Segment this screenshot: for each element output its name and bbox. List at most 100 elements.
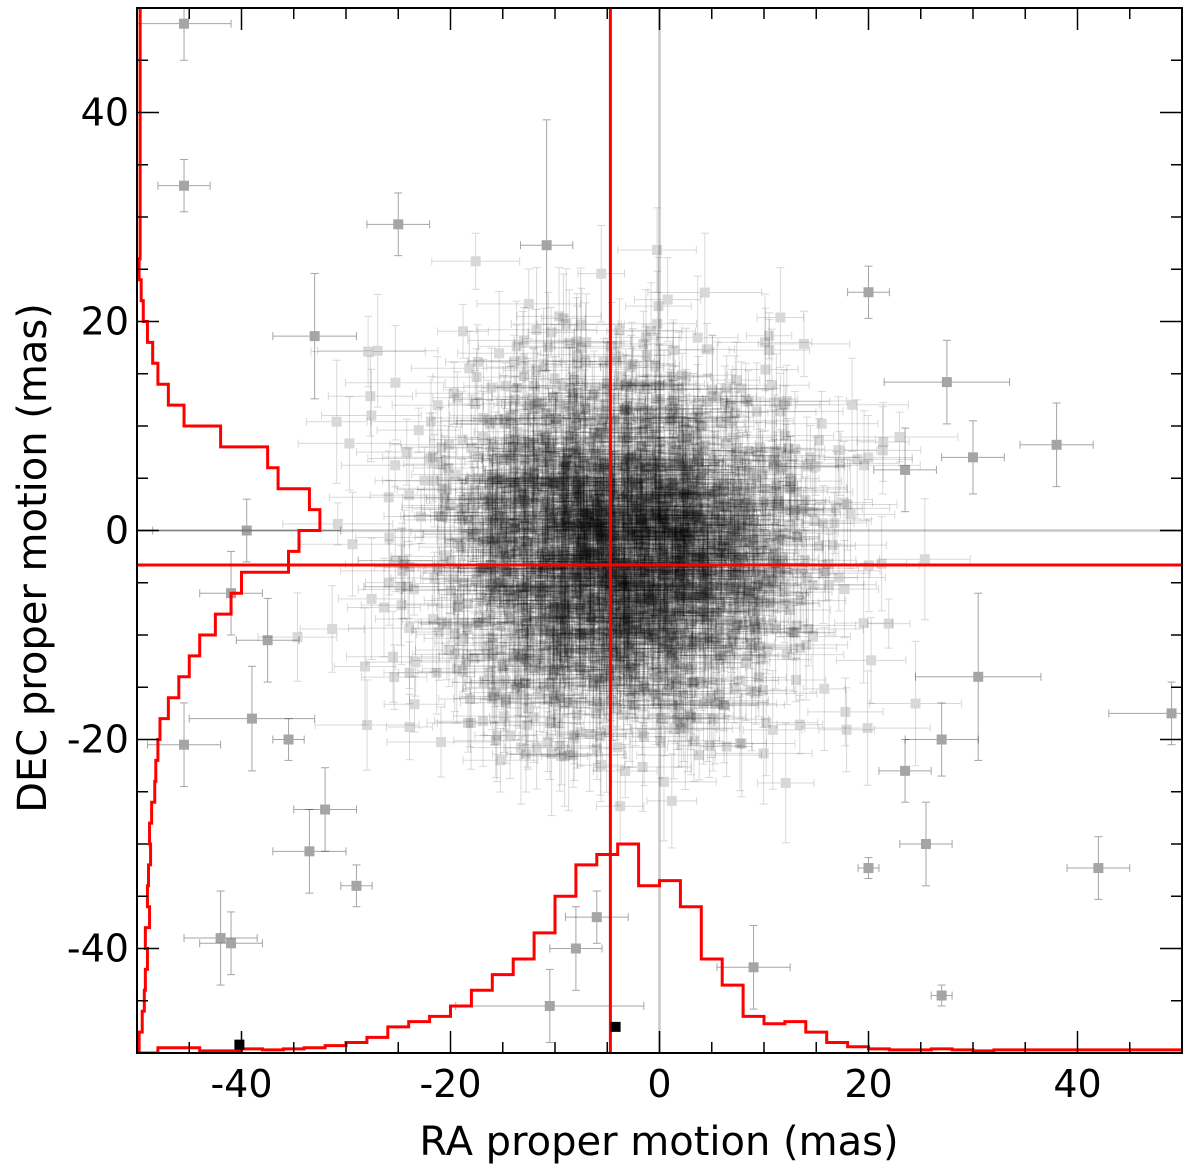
data-point bbox=[631, 384, 725, 433]
data-point bbox=[713, 467, 766, 555]
data-point bbox=[571, 510, 637, 573]
data-point bbox=[491, 363, 616, 431]
data-point bbox=[576, 618, 679, 726]
data-point bbox=[702, 481, 781, 568]
x-tick-label: 0 bbox=[647, 1062, 671, 1106]
data-point bbox=[664, 475, 713, 556]
data-point bbox=[866, 598, 911, 649]
data-point bbox=[450, 481, 572, 595]
data-point bbox=[713, 528, 812, 624]
data-point bbox=[627, 508, 688, 586]
data-point bbox=[431, 232, 521, 290]
data-point bbox=[577, 224, 626, 323]
data-point bbox=[297, 396, 402, 491]
data-point bbox=[665, 594, 727, 697]
data-point bbox=[507, 614, 601, 729]
data-point bbox=[437, 303, 489, 359]
data-point bbox=[689, 374, 775, 501]
data-point bbox=[365, 539, 413, 626]
data-point bbox=[716, 464, 761, 534]
data-point bbox=[569, 480, 675, 540]
data-point bbox=[687, 462, 807, 538]
data-point bbox=[534, 536, 582, 657]
data-point bbox=[557, 520, 676, 604]
x-tick-label: 40 bbox=[1053, 1062, 1101, 1106]
data-point bbox=[472, 600, 594, 685]
data-point bbox=[660, 327, 712, 426]
data-point bbox=[665, 453, 752, 534]
data-point bbox=[592, 743, 658, 799]
black-marker bbox=[610, 1021, 621, 1032]
data-point bbox=[612, 447, 726, 550]
data-point bbox=[553, 631, 613, 708]
data-point bbox=[646, 753, 698, 849]
data-point bbox=[527, 633, 644, 716]
data-point bbox=[507, 588, 586, 648]
data-point bbox=[631, 454, 745, 505]
data-point bbox=[725, 617, 776, 670]
data-point bbox=[685, 427, 762, 533]
data-point bbox=[749, 528, 800, 579]
data-point bbox=[658, 493, 717, 585]
data-point bbox=[584, 576, 664, 629]
data-point bbox=[528, 477, 614, 549]
black-marker bbox=[234, 1039, 245, 1050]
data-point bbox=[1108, 681, 1183, 746]
data-point bbox=[847, 265, 890, 319]
data-point bbox=[493, 436, 555, 547]
data-point bbox=[633, 257, 702, 342]
data-point bbox=[520, 432, 577, 491]
data-point bbox=[458, 546, 584, 626]
data-point bbox=[704, 467, 764, 584]
data-point bbox=[1066, 836, 1131, 900]
data-point bbox=[317, 293, 439, 408]
data-point bbox=[941, 420, 1005, 495]
data-point bbox=[369, 448, 449, 543]
data-point bbox=[459, 648, 529, 746]
data-point bbox=[557, 475, 669, 545]
data-point bbox=[751, 496, 797, 604]
data-point bbox=[878, 498, 971, 621]
data-point bbox=[528, 601, 611, 697]
data-point bbox=[651, 486, 714, 540]
data-point bbox=[235, 597, 300, 683]
y-tick-label: 40 bbox=[81, 91, 129, 135]
data-point bbox=[564, 890, 629, 944]
data-point bbox=[689, 647, 759, 764]
data-point bbox=[899, 801, 953, 887]
y-tick-label: -40 bbox=[67, 927, 129, 971]
data-point bbox=[442, 594, 534, 697]
data-point bbox=[665, 510, 750, 632]
data-point bbox=[731, 652, 795, 728]
data-point bbox=[367, 412, 492, 505]
y-tick-label: -20 bbox=[67, 718, 129, 762]
data-point bbox=[272, 272, 357, 400]
x-tick-label: 20 bbox=[844, 1062, 892, 1106]
data-point bbox=[636, 520, 728, 601]
data-point bbox=[668, 594, 749, 683]
data-point bbox=[402, 479, 523, 561]
data-point bbox=[596, 485, 720, 546]
data-point bbox=[548, 490, 668, 563]
data-point bbox=[636, 439, 734, 526]
data-point bbox=[483, 475, 564, 522]
data-point bbox=[652, 346, 696, 454]
data-point bbox=[779, 430, 900, 496]
data-point bbox=[535, 532, 634, 636]
data-point bbox=[314, 679, 420, 771]
data-point bbox=[565, 631, 637, 684]
y-tick-label: 0 bbox=[105, 509, 129, 553]
data-point bbox=[659, 441, 703, 549]
data-point bbox=[310, 315, 426, 388]
data-point bbox=[756, 267, 805, 368]
data-point bbox=[768, 416, 846, 517]
data-point bbox=[552, 641, 638, 690]
data-point bbox=[548, 577, 634, 669]
data-point bbox=[716, 535, 760, 612]
data-point bbox=[604, 617, 658, 715]
data-point bbox=[460, 365, 562, 483]
data-point bbox=[663, 483, 752, 575]
data-point bbox=[686, 577, 803, 627]
data-point bbox=[667, 624, 718, 742]
